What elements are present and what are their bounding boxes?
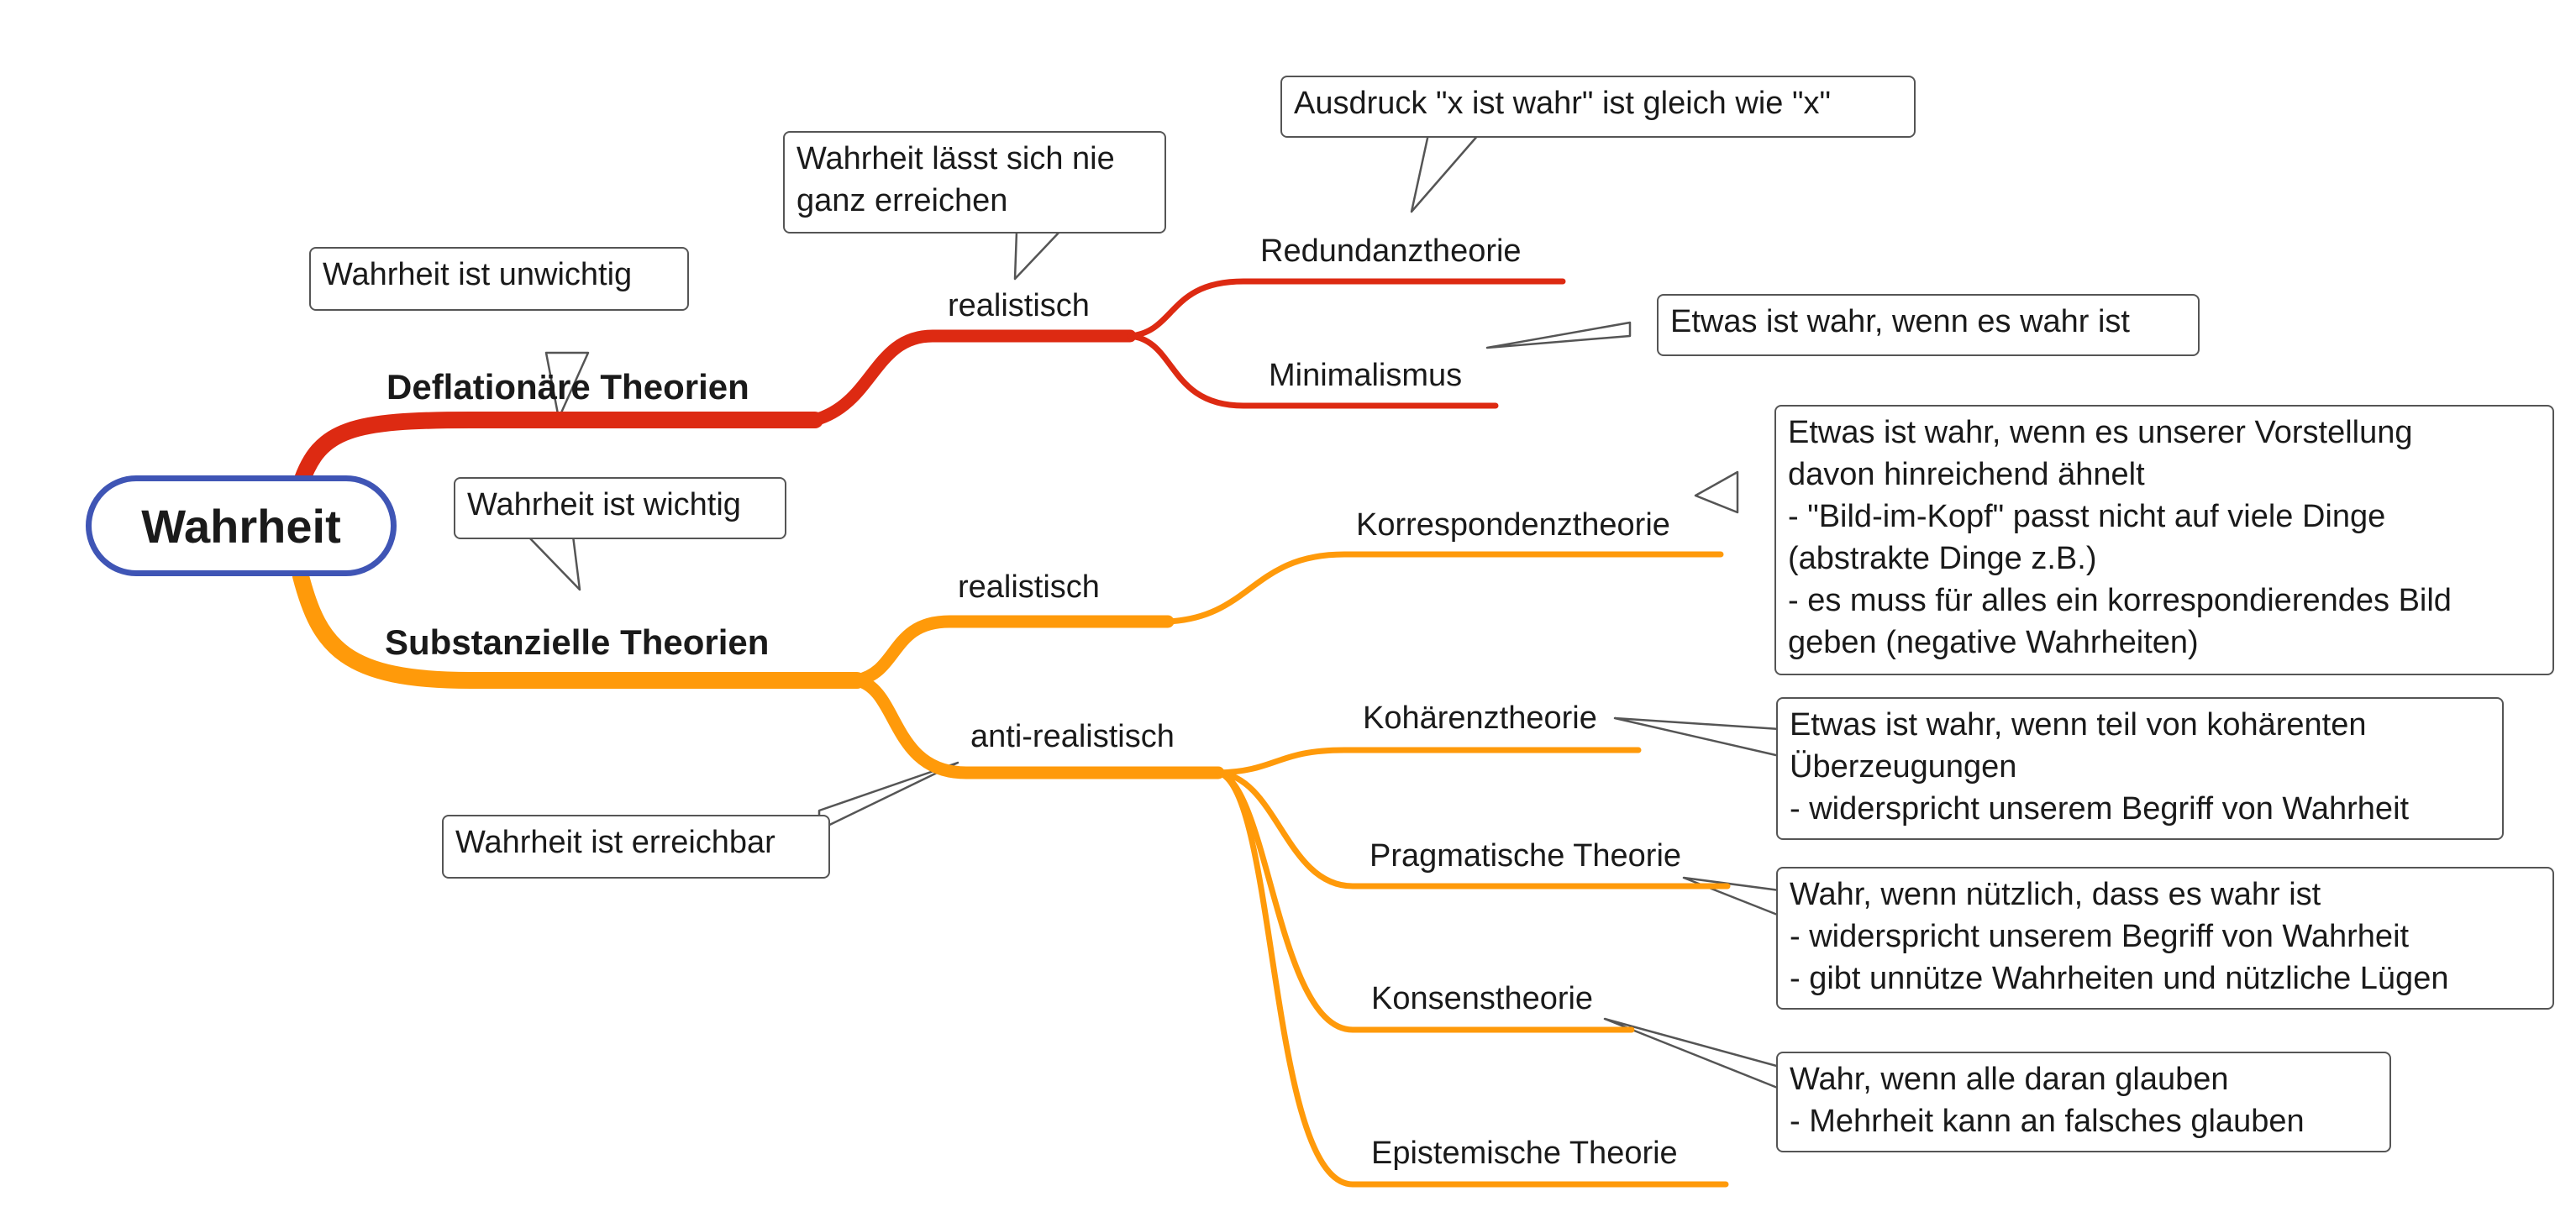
callout-konsens-note: Wahr, wenn alle daran glauben - Mehrheit…: [1776, 1052, 2391, 1152]
branch-deflationary[interactable]: Deflationäre Theorien: [386, 367, 749, 407]
node-redundanztheorie[interactable]: Redundanztheorie: [1260, 234, 1522, 269]
callout-pointer: [1485, 321, 1632, 349]
node-epistemische-theorie[interactable]: Epistemische Theorie: [1371, 1136, 1678, 1171]
node-antirealist[interactable]: anti-realistisch: [970, 719, 1175, 754]
callout-line: Wahrheit lässt sich nie: [796, 141, 1115, 176]
callout-deflation-realist-note: Wahrheit lässt sich nie ganz erreichen: [783, 131, 1166, 234]
callout-line: Wahr, wenn nützlich, dass es wahr ist: [1790, 877, 2321, 912]
callout-korrespondenz-note: Etwas ist wahr, wenn es unserer Vorstell…: [1774, 405, 2554, 675]
callout-pointer: [1410, 133, 1480, 213]
connector-realist-korrespondenz: [1164, 551, 1724, 625]
connector-substance-antirealist: [850, 674, 1225, 779]
connector-anti-kohaerenz: [1215, 747, 1642, 776]
callout-line: Ausdruck "x ist wahr" ist gleich wie "x": [1294, 86, 1831, 121]
callout-pointer: [1694, 470, 1739, 514]
callout-redundanz-note: Ausdruck "x ist wahr" ist gleich wie "x": [1280, 76, 1916, 138]
node-minimalismus[interactable]: Minimalismus: [1269, 358, 1463, 393]
branch-substantial[interactable]: Substanzielle Theorien: [385, 622, 770, 662]
callout-line: Wahrheit ist erreichbar: [455, 825, 775, 860]
callout-antirealist-note: Wahrheit ist erreichbar: [442, 815, 830, 879]
connector-realist-redundanz: [1127, 278, 1566, 339]
callout-pointer: [526, 534, 581, 591]
callout-line: Etwas ist wahr, wenn teil von kohärenten: [1790, 707, 2367, 743]
callout-line: (abstrakte Dinge z.B.): [1788, 541, 2097, 576]
callout-line: - gibt unnütze Wahrheiten und nützliche …: [1790, 961, 2449, 996]
callout-line: - es muss für alles ein korrespondierend…: [1788, 583, 2452, 618]
callout-substance-note: Wahrheit ist wichtig: [454, 477, 786, 539]
callout-kohaerenz-note: Etwas ist wahr, wenn teil von kohärenten…: [1776, 697, 2504, 840]
node-korrespondenztheorie[interactable]: Korrespondenztheorie: [1356, 507, 1670, 543]
callout-line: - "Bild-im-Kopf" passt nicht auf viele D…: [1788, 499, 2386, 534]
callout-line: - widerspricht unserem Begriff von Wahrh…: [1790, 791, 2410, 827]
callout-pointer: [1013, 229, 1062, 281]
connector-realist-minimal: [1127, 333, 1499, 409]
node-deflation-realist[interactable]: realistisch: [948, 288, 1090, 323]
callout-pointer: [544, 351, 590, 420]
connector-root-substance: [292, 568, 865, 689]
connector-deflation-realist: [808, 329, 1137, 427]
callout-deflation-note: Wahrheit ist unwichtig: [309, 247, 689, 311]
callout-minimalismus-note: Etwas ist wahr, wenn es wahr ist: [1657, 294, 2200, 356]
node-pragmatische-theorie[interactable]: Pragmatische Theorie: [1369, 838, 1682, 874]
callout-line: geben (negative Wahrheiten): [1788, 625, 2199, 660]
callout-line: Überzeugungen: [1790, 749, 2017, 785]
callout-line: - Mehrheit kann an falsches glauben: [1790, 1104, 2305, 1139]
node-kohaerenztheorie[interactable]: Kohärenztheorie: [1363, 701, 1597, 736]
root-node[interactable]: Wahrheit: [86, 475, 397, 576]
callout-line: Wahrheit ist unwichtig: [323, 257, 633, 292]
root-label: Wahrheit: [141, 499, 341, 553]
node-substance-realist[interactable]: realistisch: [958, 569, 1100, 605]
callout-line: - widerspricht unserem Begriff von Wahrh…: [1790, 919, 2410, 954]
callout-line: Wahr, wenn alle daran glauben: [1790, 1062, 2229, 1097]
callout-pragmatisch-note: Wahr, wenn nützlich, dass es wahr ist - …: [1776, 867, 2554, 1010]
connector-anti-epistemisch: [1215, 769, 1729, 1188]
callout-line: ganz erreichen: [796, 183, 1008, 218]
connector-root-deflation: [292, 412, 823, 492]
connector-anti-pragmatisch: [1215, 769, 1731, 890]
connector-substance-realist: [850, 615, 1175, 687]
callout-line: Etwas ist wahr, wenn es unserer Vorstell…: [1788, 415, 2413, 450]
node-konsenstheorie[interactable]: Konsenstheorie: [1371, 981, 1594, 1016]
callout-line: Wahrheit ist wichtig: [467, 487, 741, 522]
callout-line: Etwas ist wahr, wenn es wahr ist: [1670, 304, 2130, 339]
callout-line: davon hinreichend ähnelt: [1788, 457, 2145, 492]
